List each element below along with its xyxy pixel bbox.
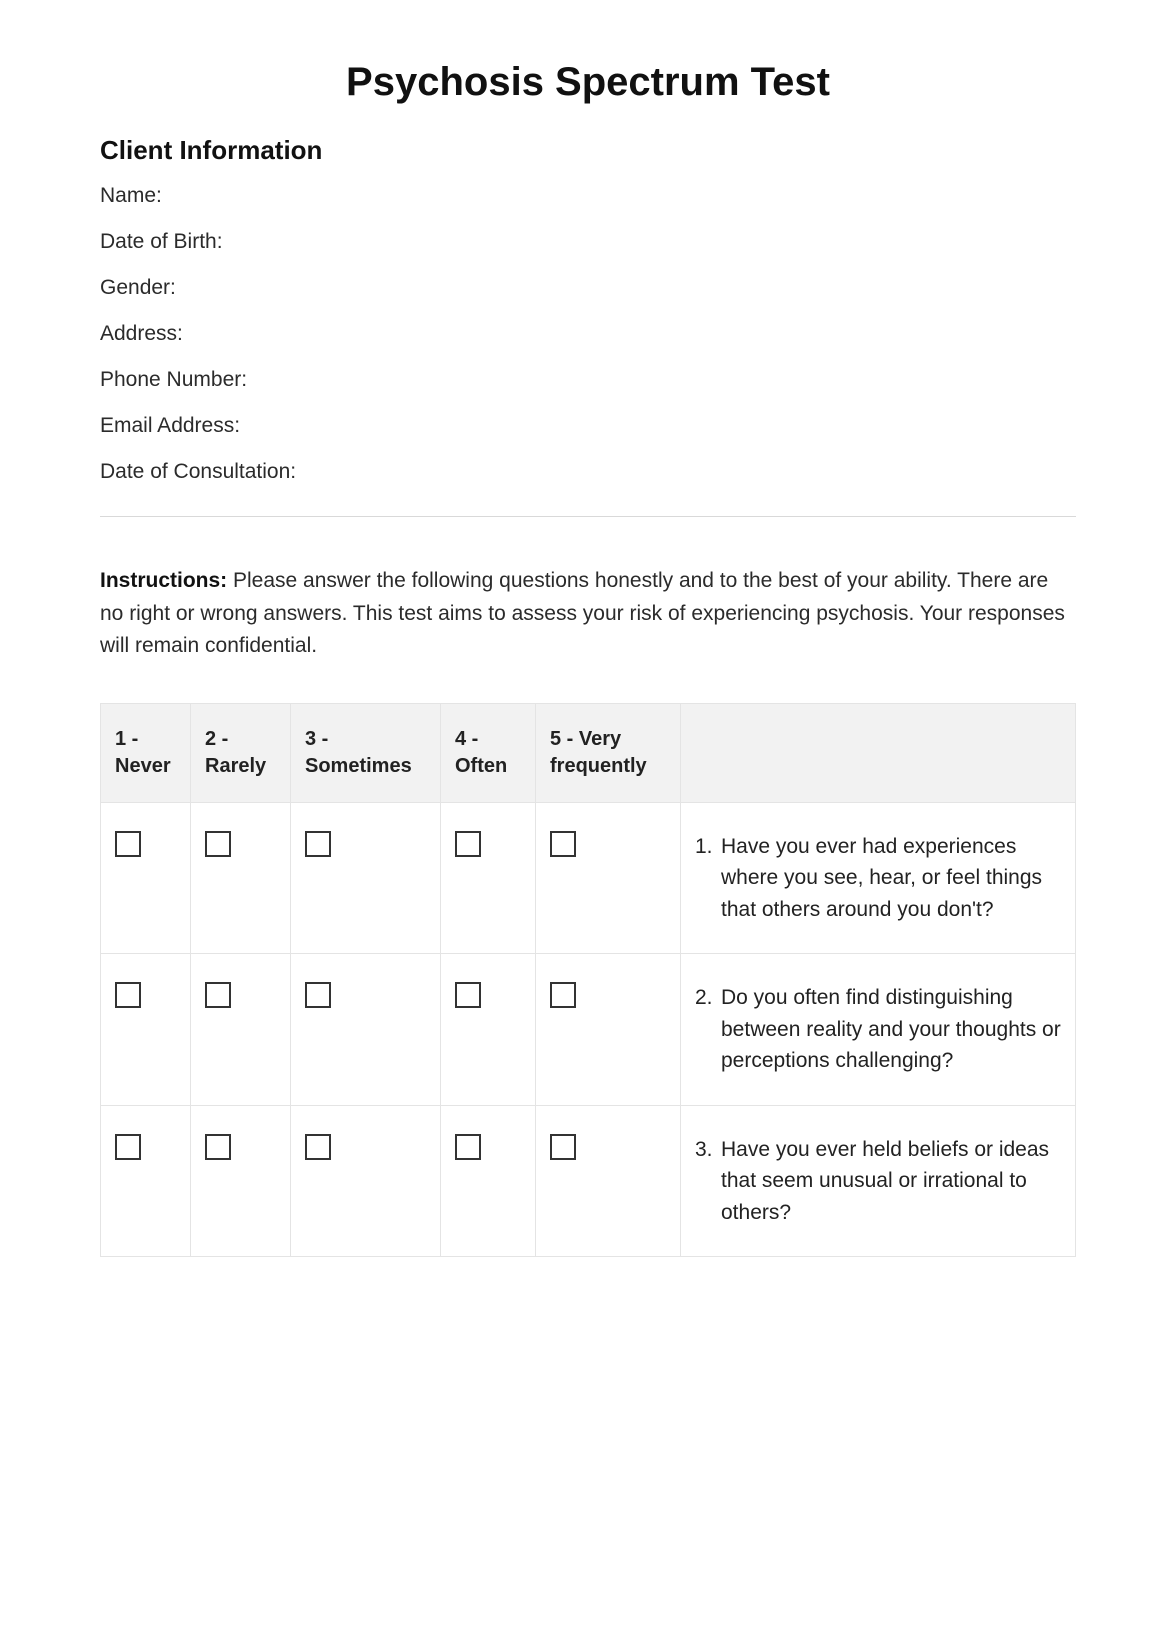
rating-header-row: 1 - Never 2 - Rarely 3 - Sometimes 4 - O… (101, 703, 1076, 802)
rating-header: 2 - Rarely (191, 703, 291, 802)
checkbox-never[interactable] (115, 831, 141, 857)
checkbox-often[interactable] (455, 831, 481, 857)
checkbox-rarely[interactable] (205, 1134, 231, 1160)
client-field: Date of Consultation: (100, 460, 1076, 484)
checkbox-sometimes[interactable] (305, 831, 331, 857)
question-item: 1. Have you ever had experiences where y… (695, 831, 1061, 926)
rating-row: 3. Have you ever held beliefs or ideas t… (101, 1105, 1076, 1257)
client-info-fields: Name: Date of Birth: Gender: Address: Ph… (100, 184, 1076, 484)
question-item: 3. Have you ever held beliefs or ideas t… (695, 1134, 1061, 1229)
client-info-heading: Client Information (100, 135, 1076, 166)
question-text: Have you ever had experiences where you … (721, 831, 1061, 926)
client-field: Address: (100, 322, 1076, 346)
rating-header: 4 - Often (441, 703, 536, 802)
rating-header: 5 - Very frequently (536, 703, 681, 802)
question-number: 2. (695, 982, 721, 1077)
rating-table: 1 - Never 2 - Rarely 3 - Sometimes 4 - O… (100, 703, 1076, 1258)
rating-row: 2. Do you often find distinguishing betw… (101, 954, 1076, 1106)
checkbox-very-frequently[interactable] (550, 982, 576, 1008)
checkbox-rarely[interactable] (205, 982, 231, 1008)
checkbox-rarely[interactable] (205, 831, 231, 857)
checkbox-sometimes[interactable] (305, 1134, 331, 1160)
checkbox-often[interactable] (455, 982, 481, 1008)
question-text: Do you often find distinguishing between… (721, 982, 1061, 1077)
checkbox-very-frequently[interactable] (550, 1134, 576, 1160)
document-page: Psychosis Spectrum Test Client Informati… (0, 0, 1176, 1317)
question-number: 3. (695, 1134, 721, 1229)
client-field: Date of Birth: (100, 230, 1076, 254)
client-field: Gender: (100, 276, 1076, 300)
checkbox-very-frequently[interactable] (550, 831, 576, 857)
rating-header: 1 - Never (101, 703, 191, 802)
question-item: 2. Do you often find distinguishing betw… (695, 982, 1061, 1077)
client-field: Email Address: (100, 414, 1076, 438)
rating-header (681, 703, 1076, 802)
checkbox-sometimes[interactable] (305, 982, 331, 1008)
instructions-paragraph: Instructions: Please answer the followin… (100, 565, 1076, 663)
checkbox-often[interactable] (455, 1134, 481, 1160)
question-text: Have you ever held beliefs or ideas that… (721, 1134, 1061, 1229)
checkbox-never[interactable] (115, 1134, 141, 1160)
section-divider (100, 516, 1076, 517)
rating-header: 3 - Sometimes (291, 703, 441, 802)
instructions-label: Instructions: (100, 569, 227, 592)
question-number: 1. (695, 831, 721, 926)
client-field: Name: (100, 184, 1076, 208)
page-title: Psychosis Spectrum Test (100, 60, 1076, 105)
instructions-text: Please answer the following questions ho… (100, 569, 1065, 657)
checkbox-never[interactable] (115, 982, 141, 1008)
rating-row: 1. Have you ever had experiences where y… (101, 802, 1076, 954)
client-field: Phone Number: (100, 368, 1076, 392)
